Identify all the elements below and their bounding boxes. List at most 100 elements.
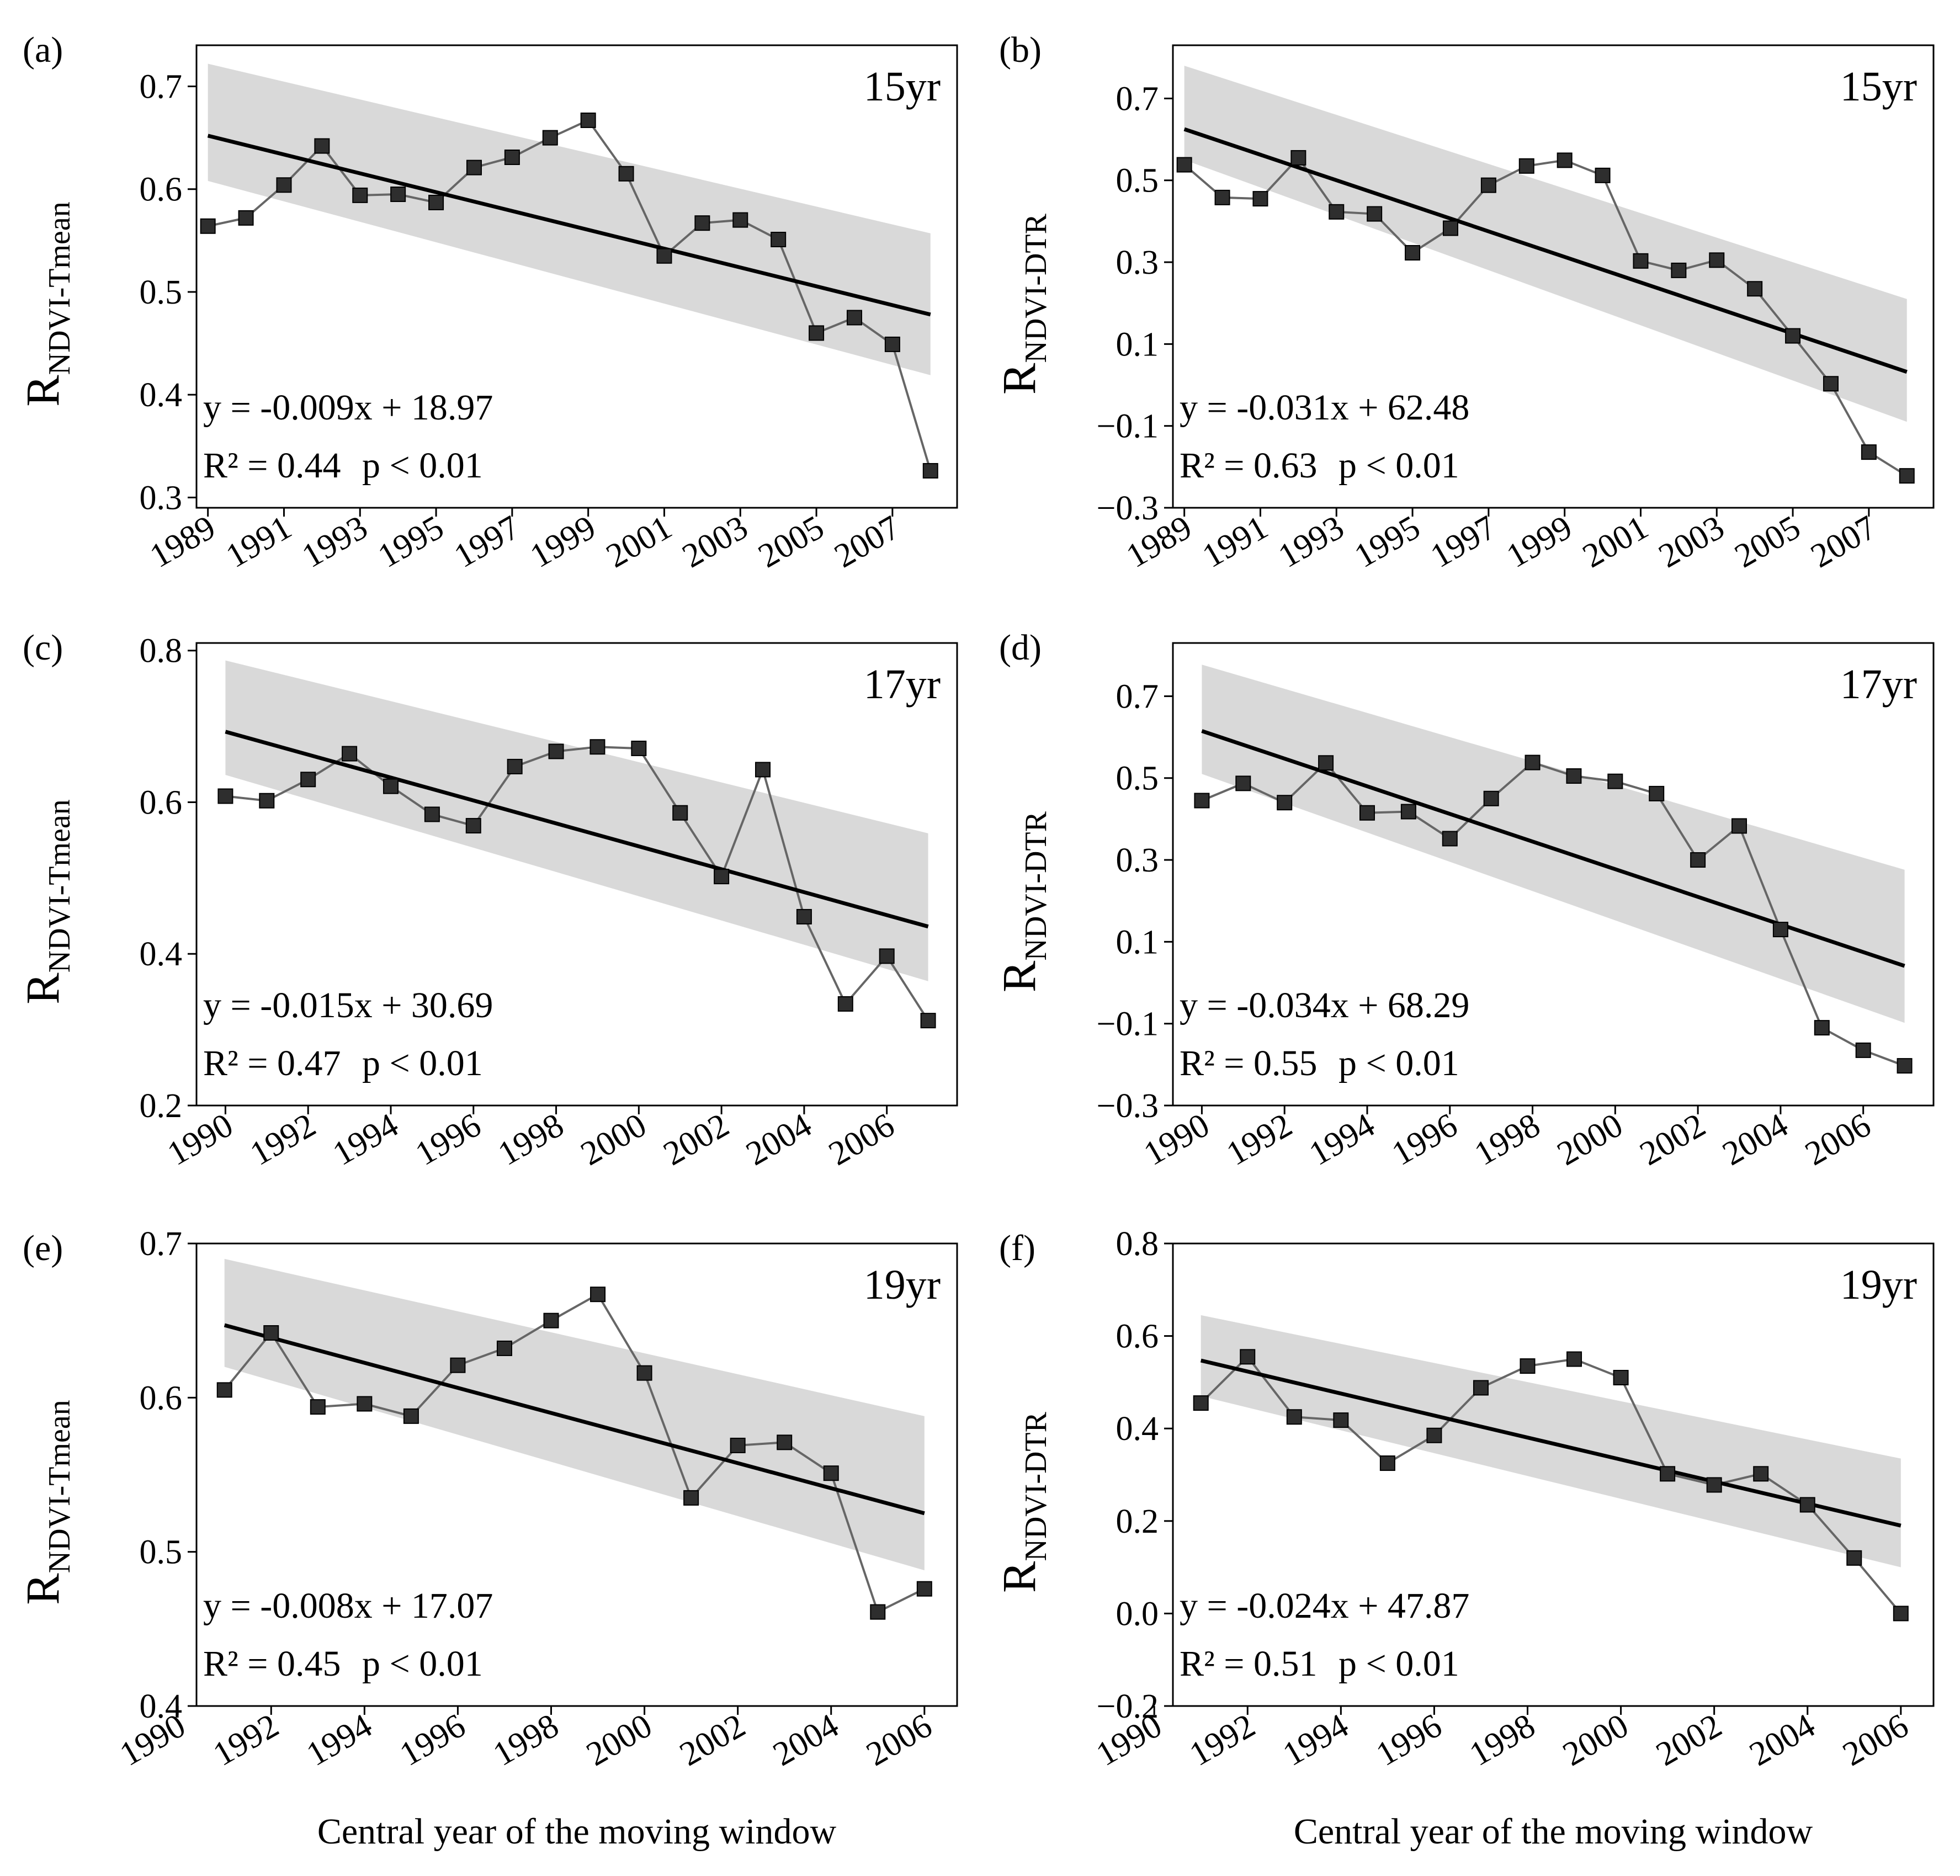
- y-axis-label-main: R: [16, 375, 69, 407]
- data-point: [1277, 795, 1293, 811]
- data-point: [1483, 790, 1499, 806]
- regression-equation: y = -0.024x + 47.87: [1180, 1586, 1469, 1626]
- data-point: [1520, 1358, 1536, 1374]
- data-point: [314, 138, 330, 154]
- plot-frame: [195, 642, 958, 1107]
- data-point: [1690, 852, 1706, 868]
- data-point: [1747, 281, 1763, 297]
- r-squared-text: R² = 0.51: [1180, 1644, 1318, 1684]
- x-tick-label: 2006: [1799, 1106, 1877, 1173]
- data-point: [809, 325, 825, 341]
- y-axis-label-subscript: NDVI-Tmean: [43, 1400, 77, 1573]
- panel-label: (e): [23, 1228, 63, 1268]
- y-axis-label: RNDVI-DTR: [992, 811, 1053, 992]
- x-tick-label: 1997: [448, 508, 525, 575]
- data-point: [1400, 804, 1416, 820]
- data-point: [403, 1408, 419, 1424]
- data-point: [870, 1604, 886, 1620]
- x-tick-label: 1992: [1220, 1106, 1298, 1173]
- plot-frame: [195, 1242, 958, 1707]
- data-point: [1899, 468, 1915, 484]
- r-squared-text: R² = 0.47: [203, 1043, 341, 1083]
- data-point: [920, 1013, 936, 1029]
- y-axis-label-main: R: [992, 363, 1045, 395]
- data-point: [216, 1382, 232, 1398]
- x-tick-label: 2005: [752, 508, 830, 575]
- data-point: [1613, 1370, 1629, 1386]
- panel-label: (b): [999, 30, 1042, 70]
- data-point: [1799, 1497, 1815, 1513]
- data-point: [390, 187, 406, 203]
- y-tick-label: 0.3: [1116, 842, 1159, 879]
- data-point: [755, 762, 771, 778]
- x-tick-label: 1992: [207, 1707, 285, 1773]
- x-tick-label: 2006: [822, 1106, 900, 1173]
- panel-label: (c): [23, 628, 63, 668]
- x-tick-label: 1994: [300, 1707, 378, 1773]
- y-tick-label: 0.4: [140, 376, 183, 414]
- data-point: [1367, 206, 1383, 222]
- panel-label: (f): [999, 1228, 1035, 1268]
- data-point: [238, 210, 254, 226]
- data-point: [1194, 793, 1210, 809]
- regression-equation: y = -0.009x + 18.97: [203, 387, 493, 428]
- x-tick-label: 2006: [1836, 1707, 1914, 1773]
- data-point: [1518, 158, 1534, 174]
- x-tick-label: 1994: [327, 1106, 405, 1173]
- window-label: 19yr: [1840, 1262, 1917, 1308]
- series-line: [1183, 156, 1908, 477]
- series-line: [208, 119, 932, 471]
- data-point: [580, 112, 596, 128]
- y-tick-label: 0.6: [140, 1379, 183, 1417]
- r-squared-text: R² = 0.44: [203, 445, 341, 486]
- r-squared-text: R² = 0.63: [1180, 445, 1318, 486]
- data-point: [357, 1396, 373, 1412]
- confidence-band: [1202, 665, 1905, 1023]
- x-tick-label: 1998: [487, 1707, 565, 1773]
- y-tick-label: 0.4: [140, 1688, 183, 1725]
- data-point: [383, 778, 399, 794]
- data-point: [276, 177, 292, 193]
- y-axis-label-main: R: [992, 1561, 1045, 1593]
- y-tick-label: 0.1: [1116, 326, 1159, 363]
- y-tick-label: −0.2: [1097, 1688, 1159, 1725]
- y-tick-label: 0.7: [1116, 678, 1159, 715]
- x-tick-label: 2005: [1729, 508, 1807, 575]
- data-point: [694, 215, 710, 231]
- x-tick-label: 2002: [1634, 1106, 1712, 1173]
- data-point: [1785, 328, 1801, 344]
- x-tick-label: 1998: [1468, 1106, 1546, 1173]
- data-point: [217, 788, 233, 804]
- data-point: [771, 231, 787, 247]
- regression-equation: y = -0.031x + 62.48: [1180, 387, 1469, 428]
- y-tick-label: −0.3: [1097, 1087, 1159, 1125]
- regression-line: [224, 1323, 925, 1516]
- y-axis-label-subscript: NDVI-DTR: [1019, 1411, 1053, 1561]
- data-point: [1379, 1455, 1395, 1471]
- x-tick-label: 1989: [144, 508, 221, 575]
- data-point: [259, 793, 275, 809]
- confidence-band: [208, 63, 931, 375]
- x-tick-label: 1993: [1272, 508, 1350, 575]
- data-point: [1566, 1351, 1582, 1367]
- r-squared-text: R² = 0.55: [1180, 1043, 1318, 1083]
- window-label: 17yr: [864, 661, 941, 708]
- data-point: [618, 166, 634, 182]
- data-point: [672, 805, 688, 821]
- data-point: [714, 869, 730, 885]
- x-tick-label: 1996: [1385, 1106, 1463, 1173]
- data-point: [300, 772, 316, 788]
- x-axis-label: Central year of the moving window: [317, 1811, 837, 1852]
- data-point: [1814, 1020, 1830, 1036]
- data-point: [1176, 157, 1192, 173]
- data-point: [1333, 1412, 1349, 1428]
- y-tick-label: 0.5: [1116, 760, 1159, 798]
- x-tick-label: 1999: [1500, 508, 1578, 575]
- y-axis-label-subscript: NDVI-DTR: [1019, 213, 1053, 363]
- data-point: [352, 187, 368, 203]
- panel-b: −0.3−0.10.10.30.50.719891991199319951997…: [992, 30, 1935, 575]
- data-point: [884, 336, 900, 352]
- plot-frame: [195, 44, 958, 509]
